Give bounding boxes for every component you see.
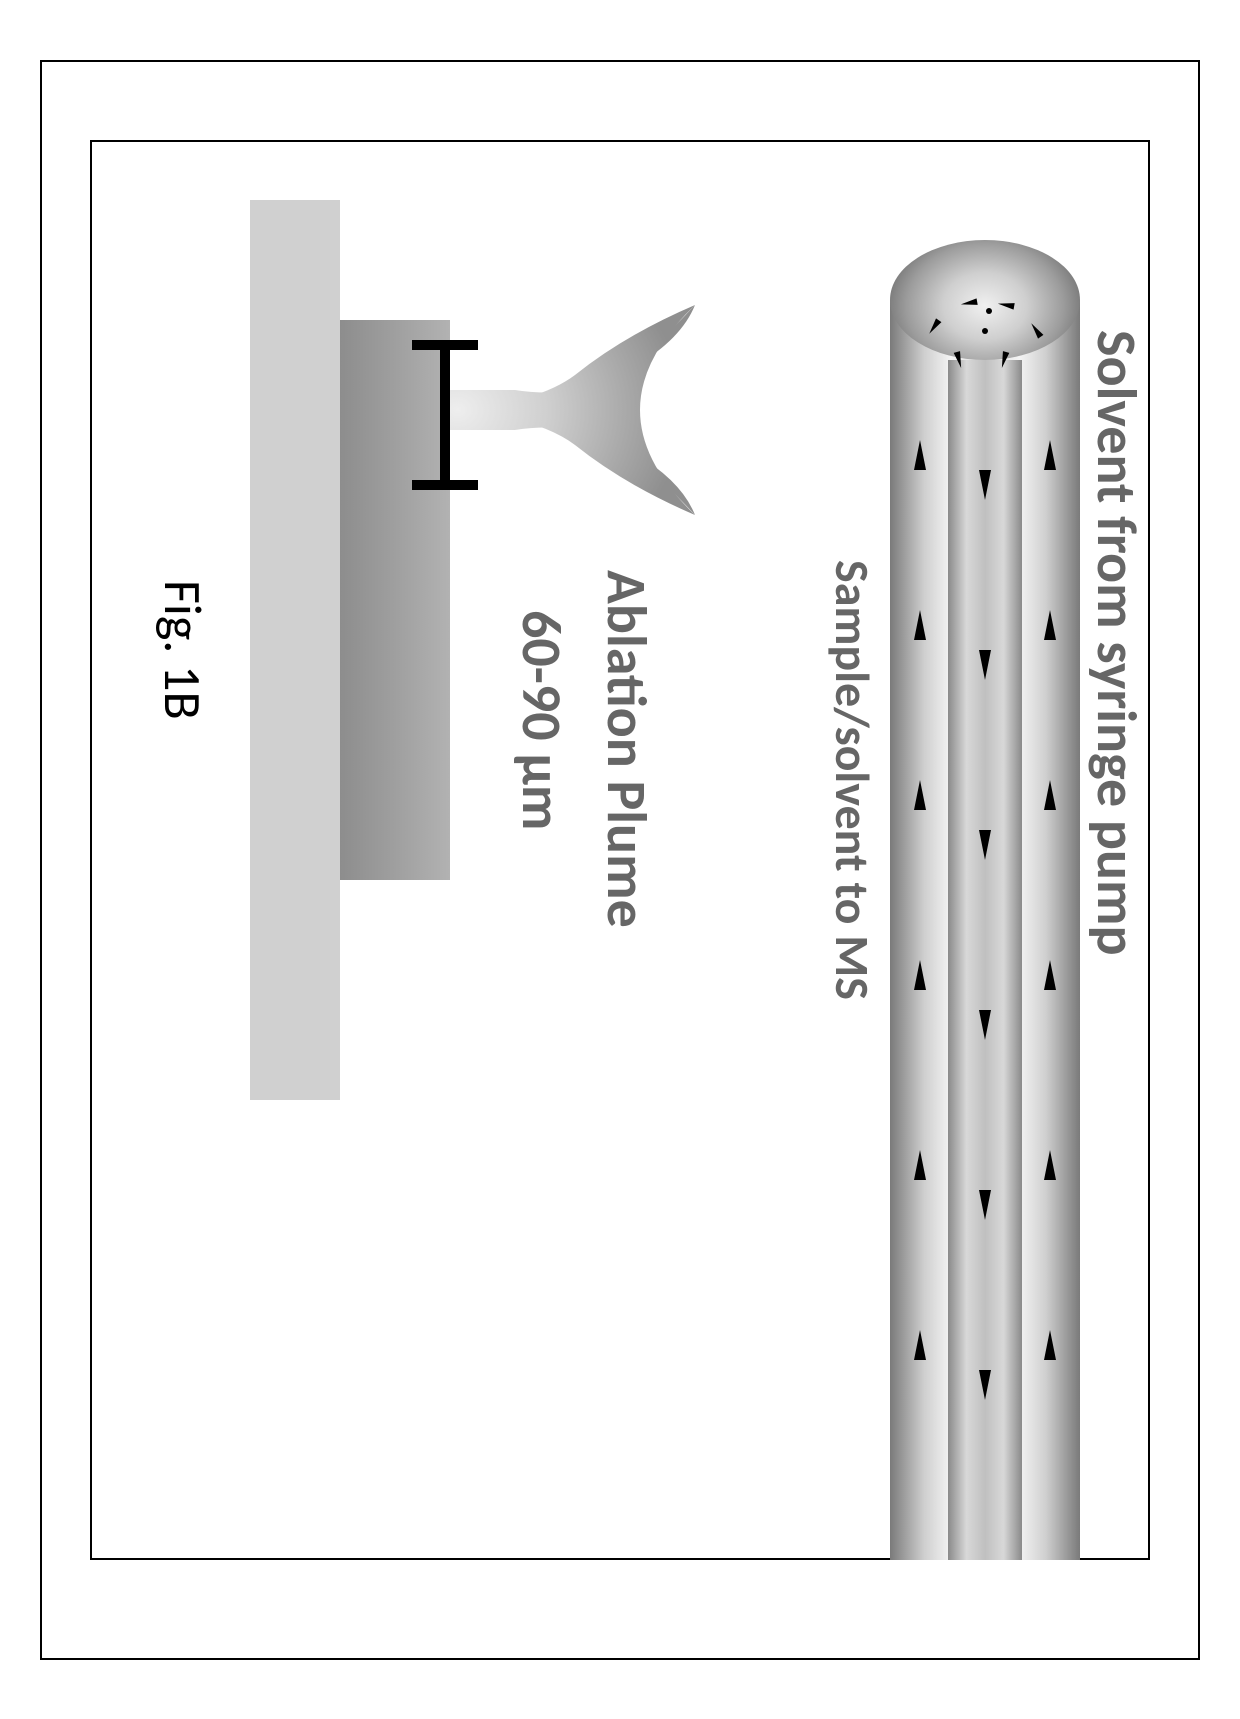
bracket-tick-left [412,340,478,350]
flow-arrow-in-icon [1044,1150,1056,1180]
flow-arrow-in-icon [1044,960,1056,990]
flow-arrow-out-icon [979,470,991,500]
flow-arrow-in-icon [1044,610,1056,640]
swirl-arrow-icon [982,328,988,334]
flow-arrow-in-icon [1044,440,1056,470]
solvent-in-label: Solvent from syringe pump [1082,330,1150,956]
flow-arrow-in-icon [914,780,926,810]
flow-arrow-out-icon [979,1190,991,1220]
flow-arrow-in-icon [914,1330,926,1360]
flow-arrow-in-icon [914,440,926,470]
sample-block [340,320,450,880]
rotated-content: Solvent from syringe pump Sample/solvent… [90,140,1150,1560]
flow-arrow-in-icon [914,1150,926,1180]
flow-arrow-in-icon [1044,780,1056,810]
flow-arrow-out-icon [979,1010,991,1040]
stage-block [250,200,340,1100]
flow-arrow-in-icon [1044,1330,1056,1360]
flow-arrow-out-icon [979,1370,991,1400]
solvent-out-label: Sample/solvent to MS [823,560,882,1000]
ablation-plume-icon [445,295,695,525]
swirl-arrow-icon [986,308,992,314]
diagram-canvas: Solvent from syringe pump Sample/solvent… [90,140,1150,1560]
spot-size-label: 60-90 µm [507,610,575,830]
flow-arrow-out-icon [979,830,991,860]
probe-rounded-tip [890,240,1080,360]
bracket-tick-right [412,480,478,490]
figure-caption: Fig. 1B [151,580,215,720]
plume-label: Ablation Plume [592,570,660,928]
flow-arrow-out-icon [979,650,991,680]
flow-arrow-in-icon [914,610,926,640]
bracket-horizontal [440,340,450,490]
flow-arrow-in-icon [914,960,926,990]
